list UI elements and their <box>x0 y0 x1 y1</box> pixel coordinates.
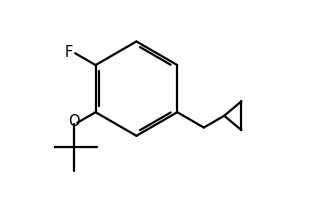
Text: F: F <box>65 45 73 60</box>
Text: O: O <box>68 114 79 129</box>
